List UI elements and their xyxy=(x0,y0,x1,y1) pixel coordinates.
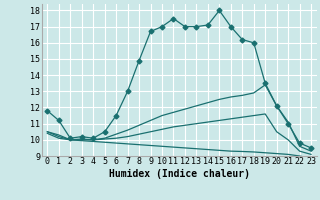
X-axis label: Humidex (Indice chaleur): Humidex (Indice chaleur) xyxy=(109,169,250,179)
